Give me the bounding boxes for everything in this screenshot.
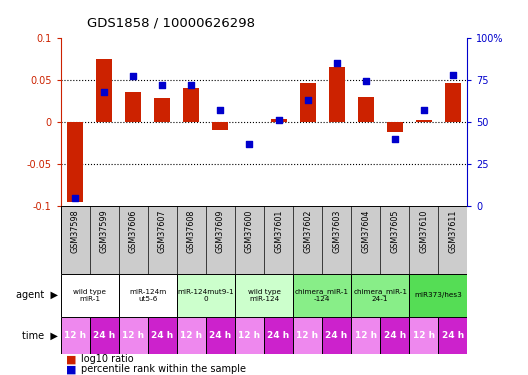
Text: miR-124mut9-1
0: miR-124mut9-1 0 — [177, 289, 234, 302]
Bar — [206, 317, 235, 354]
Text: GDS1858 / 10000626298: GDS1858 / 10000626298 — [87, 17, 255, 30]
Text: GSM37600: GSM37600 — [245, 210, 254, 253]
Text: GSM37605: GSM37605 — [390, 210, 399, 253]
Text: 24 h: 24 h — [267, 331, 290, 340]
Point — [333, 60, 341, 66]
Text: GSM37609: GSM37609 — [216, 210, 225, 253]
Text: GSM37608: GSM37608 — [187, 210, 196, 253]
Bar — [264, 317, 293, 354]
Bar — [293, 317, 322, 354]
Bar — [125, 92, 142, 122]
Point — [100, 88, 109, 94]
Text: 12 h: 12 h — [181, 331, 202, 340]
Text: GSM37604: GSM37604 — [361, 210, 370, 253]
Bar — [61, 274, 119, 317]
Bar — [61, 317, 90, 354]
Bar — [212, 122, 229, 130]
Bar — [328, 67, 345, 122]
Text: chimera_miR-1
-124: chimera_miR-1 -124 — [295, 288, 349, 302]
Point — [275, 117, 283, 123]
Bar — [357, 97, 374, 122]
Bar — [351, 317, 380, 354]
Text: 24 h: 24 h — [383, 331, 406, 340]
Point — [361, 78, 370, 84]
Text: 24 h: 24 h — [441, 331, 464, 340]
Text: GSM37601: GSM37601 — [274, 210, 283, 253]
Text: ■: ■ — [66, 364, 77, 374]
Text: 12 h: 12 h — [355, 331, 376, 340]
Bar — [119, 274, 177, 317]
Text: GSM37598: GSM37598 — [71, 210, 80, 253]
Text: GSM37602: GSM37602 — [303, 210, 312, 253]
Text: 24 h: 24 h — [325, 331, 348, 340]
Text: 24 h: 24 h — [93, 331, 116, 340]
Point — [71, 195, 80, 201]
Text: GSM37606: GSM37606 — [129, 210, 138, 253]
Text: 12 h: 12 h — [239, 331, 260, 340]
Text: 24 h: 24 h — [151, 331, 174, 340]
Text: 12 h: 12 h — [297, 331, 318, 340]
Text: percentile rank within the sample: percentile rank within the sample — [81, 364, 246, 374]
Text: log10 ratio: log10 ratio — [81, 354, 134, 364]
Bar — [293, 274, 351, 317]
Text: GSM37607: GSM37607 — [158, 210, 167, 253]
Bar — [177, 274, 235, 317]
Point — [129, 74, 137, 80]
Bar — [90, 317, 119, 354]
Point — [420, 107, 428, 113]
Point — [158, 82, 167, 88]
Text: wild type
miR-124: wild type miR-124 — [248, 289, 280, 302]
Text: miR373/hes3: miR373/hes3 — [414, 292, 462, 298]
Bar — [177, 317, 206, 354]
Bar — [416, 120, 432, 122]
Bar — [445, 83, 461, 122]
Bar — [270, 119, 287, 122]
Text: GSM37611: GSM37611 — [448, 210, 457, 253]
Bar — [380, 317, 409, 354]
Bar — [438, 317, 467, 354]
Text: 12 h: 12 h — [413, 331, 435, 340]
Bar — [235, 274, 293, 317]
Bar — [154, 98, 171, 122]
Text: agent  ▶: agent ▶ — [16, 290, 58, 300]
Point — [245, 141, 254, 147]
Bar — [96, 58, 112, 122]
Point — [216, 107, 225, 113]
Bar — [235, 317, 264, 354]
Point — [303, 97, 312, 103]
Bar — [183, 88, 200, 122]
Text: 12 h: 12 h — [64, 331, 86, 340]
Text: 12 h: 12 h — [122, 331, 144, 340]
Text: chimera_miR-1
24-1: chimera_miR-1 24-1 — [353, 288, 407, 302]
Bar — [409, 274, 467, 317]
Point — [187, 82, 196, 88]
Bar — [322, 317, 351, 354]
Text: 24 h: 24 h — [209, 331, 232, 340]
Text: ■: ■ — [66, 354, 77, 364]
Bar — [67, 122, 83, 202]
Bar — [409, 317, 438, 354]
Bar — [299, 83, 316, 122]
Point — [391, 136, 399, 142]
Text: time  ▶: time ▶ — [22, 331, 58, 340]
Bar — [119, 317, 148, 354]
Bar — [148, 317, 177, 354]
Bar — [351, 274, 409, 317]
Text: wild type
miR-1: wild type miR-1 — [73, 289, 106, 302]
Text: GSM37599: GSM37599 — [100, 210, 109, 254]
Bar — [386, 122, 403, 132]
Point — [449, 72, 457, 78]
Text: GSM37603: GSM37603 — [332, 210, 341, 253]
Text: GSM37610: GSM37610 — [419, 210, 428, 253]
Text: miR-124m
ut5-6: miR-124m ut5-6 — [129, 289, 166, 302]
